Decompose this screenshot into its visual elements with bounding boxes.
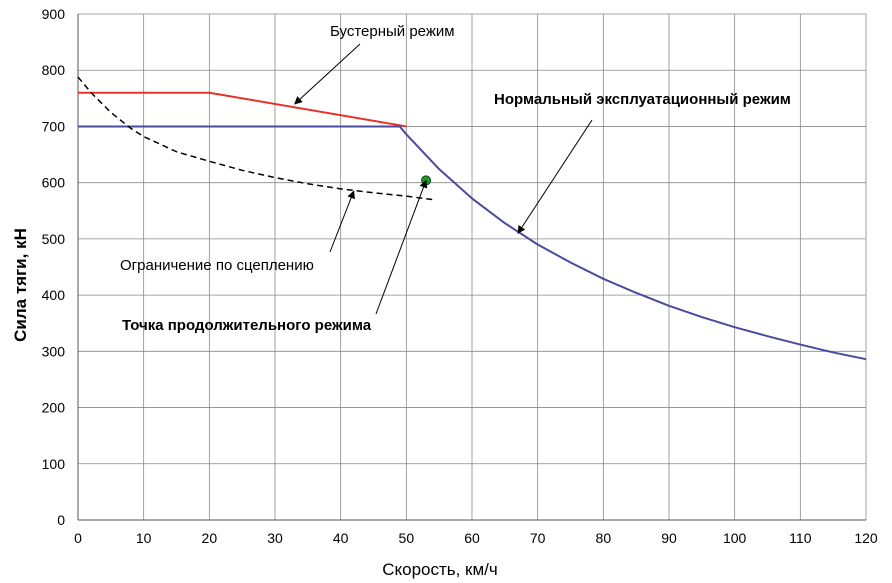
y-tick-label: 300 — [42, 343, 66, 359]
x-tick-label: 100 — [723, 530, 747, 546]
y-tick-label: 600 — [42, 175, 66, 191]
annotation-normal: Нормальный эксплуатационный режим — [494, 91, 791, 108]
y-tick-label: 400 — [42, 287, 66, 303]
annotation-adhesion: Ограничение по сцеплению — [120, 257, 314, 274]
x-tick-label: 110 — [789, 530, 812, 546]
annotation-continuous-point: Точка продолжительного режима — [122, 317, 372, 334]
booster-line — [78, 91, 407, 128]
x-tick-label: 40 — [333, 530, 349, 546]
arrow-normal — [517, 119, 593, 234]
y-tick-label: 0 — [57, 512, 65, 528]
normal-line — [78, 125, 867, 361]
x-tick-label: 70 — [530, 530, 546, 546]
annotation-arrows — [294, 43, 593, 315]
axes — [77, 14, 866, 521]
y-tick-labels: 0 100 200 300 400 500 600 700 800 900 — [42, 6, 66, 528]
x-tick-label: 80 — [596, 530, 612, 546]
y-axis-title: Сила тяги, кН — [11, 228, 30, 342]
arrow-booster — [294, 43, 361, 105]
y-tick-label: 700 — [42, 118, 66, 134]
x-tick-label: 0 — [74, 530, 82, 546]
x-tick-label: 10 — [136, 530, 152, 546]
y-tick-label: 900 — [42, 6, 66, 22]
x-tick-label: 50 — [399, 530, 415, 546]
x-axis-title: Скорость, км/ч — [382, 560, 498, 579]
arrow-continuous-point — [375, 179, 428, 315]
y-tick-label: 500 — [42, 231, 66, 247]
y-tick-label: 100 — [42, 456, 66, 472]
x-tick-label: 90 — [661, 530, 677, 546]
y-tick-label: 200 — [42, 400, 66, 416]
x-tick-labels: 0 10 20 30 40 50 60 70 80 90 100 110 120 — [74, 530, 878, 546]
x-tick-label: 20 — [202, 530, 218, 546]
x-tick-label: 60 — [464, 530, 480, 546]
y-tick-label: 800 — [42, 62, 66, 78]
annotation-booster: Бустерный режим — [330, 23, 455, 40]
arrow-adhesion — [329, 190, 355, 253]
x-tick-label: 30 — [267, 530, 283, 546]
x-tick-label: 120 — [854, 530, 878, 546]
adhesion-limit-line — [77, 76, 433, 201]
